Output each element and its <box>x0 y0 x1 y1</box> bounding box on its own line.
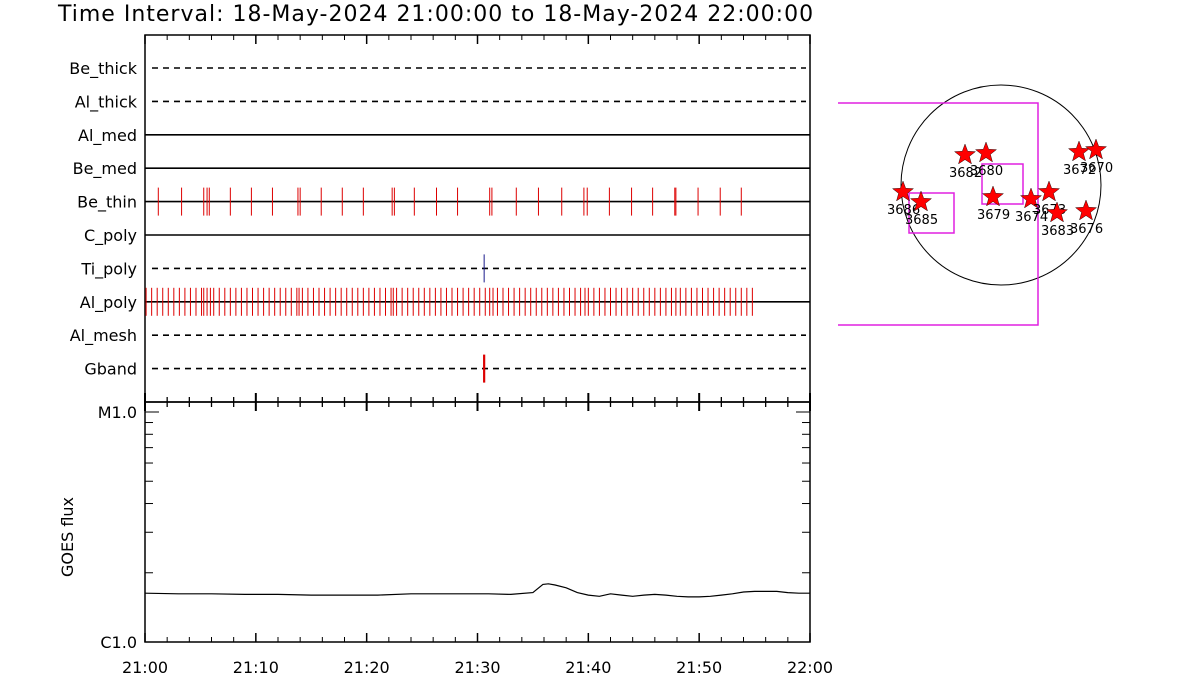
active-region-star <box>1019 187 1043 209</box>
channel-label: Be_thin <box>77 193 137 213</box>
channel-row-gband: Gband <box>84 354 806 383</box>
x-tick-label: 21:30 <box>454 658 500 677</box>
fov-box-small <box>981 163 1024 205</box>
active-region-star <box>891 180 915 202</box>
channel-label: Be_thick <box>69 59 137 79</box>
channel-label: Gband <box>84 360 137 379</box>
x-tick-label: 22:00 <box>787 658 833 677</box>
channel-label: Al_med <box>78 126 137 146</box>
active-region-star <box>1045 201 1069 223</box>
channel-row-c_poly: C_poly <box>84 226 810 246</box>
channel-row-al_mesh: Al_mesh <box>70 326 806 346</box>
fov-box <box>838 102 1039 326</box>
active-region-label: 3674 <box>1015 210 1048 225</box>
raster-frame <box>144 34 811 403</box>
channel-row-al_thick: Al_thick <box>75 92 806 112</box>
channel-label: C_poly <box>84 226 137 246</box>
channel-row-be_thin: Be_thin <box>77 187 810 216</box>
active-region-star <box>981 185 1005 207</box>
active-region-label: 3680 <box>970 164 1003 179</box>
x-tick-label: 21:10 <box>233 658 279 677</box>
x-tick-label: 21:00 <box>122 658 168 677</box>
y-tick-label: C1.0 <box>100 633 137 652</box>
active-region-label: 3682 <box>949 166 982 181</box>
channel-row-ti_poly: Ti_poly <box>80 254 806 283</box>
solar-disk <box>900 84 1102 286</box>
y-tick-label: M1.0 <box>98 403 137 422</box>
active-region-label: 3672 <box>1063 163 1096 178</box>
active-region-star <box>909 190 933 212</box>
x-tick-label: 21:40 <box>565 658 611 677</box>
y-axis-label: GOES flux <box>58 497 77 577</box>
chart-title: Time Interval: 18-May-2024 21:00:00 to 1… <box>58 2 815 27</box>
channel-label: Ti_poly <box>80 259 137 279</box>
channel-label: Be_med <box>73 159 137 179</box>
fov-box-small <box>908 192 955 234</box>
active-region-label: 3686 <box>887 203 920 218</box>
active-region-label: 3685 <box>905 213 938 228</box>
channel-label: Al_thick <box>75 92 138 112</box>
x-tick-label: 21:20 <box>344 658 390 677</box>
goes-frame <box>144 401 811 643</box>
active-region-star <box>1084 138 1108 160</box>
active-region-label: 3676 <box>1070 222 1103 237</box>
active-region-label: 3670 <box>1080 161 1113 176</box>
active-region-star <box>953 143 977 165</box>
channel-row-al_poly: Al_poly <box>80 287 810 316</box>
goes-flux-panel: C1.0 M1.0 GOES flux <box>58 401 811 652</box>
channel-label: Al_poly <box>80 293 137 313</box>
event-raster-panel: Be_thick Al_thick Al_med Be_med Be_thin C_pol… <box>69 34 811 403</box>
channel-row-be_thick: Be_thick <box>69 59 806 79</box>
channel-row-al_med: Al_med <box>78 126 810 146</box>
active-region-star <box>1067 140 1091 162</box>
channel-label: Al_mesh <box>70 326 137 346</box>
x-tick-label: 21:50 <box>676 658 722 677</box>
solar-disk-map: 3682368036793674367336833672367036763686… <box>838 84 1113 326</box>
active-region-star <box>974 141 998 163</box>
goes-flux-line <box>144 583 810 598</box>
active-region-star <box>1037 180 1061 202</box>
channel-row-be_med: Be_med <box>73 159 810 179</box>
time-axis: 21:00 21:10 21:20 21:30 21:40 21:50 22:00 <box>122 35 833 677</box>
active-region-label: 3679 <box>977 208 1010 223</box>
active-region-label: 3683 <box>1041 224 1074 239</box>
active-region-star <box>1074 199 1098 221</box>
